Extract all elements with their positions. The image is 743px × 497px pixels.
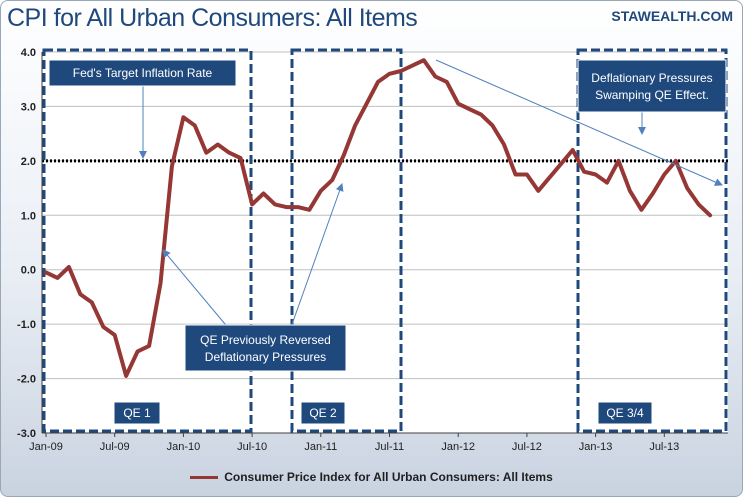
qe-period-label: QE 1: [123, 406, 151, 420]
qe-period-label-bg: [300, 401, 346, 425]
x-tick-label: Jan-09: [29, 441, 63, 453]
annotation-box: [184, 324, 347, 372]
qe-period-box: [576, 48, 728, 433]
y-tick-label: -3.0: [17, 428, 36, 440]
annotation-text: QE Previously Reversed: [200, 333, 331, 347]
qe-period-label-bg: [597, 401, 653, 425]
y-tick-label: 2.0: [21, 156, 36, 168]
y-tick-label: 0.0: [21, 265, 36, 277]
qe-period-label-bg: [113, 401, 161, 425]
x-tick-label: Jul-10: [237, 441, 267, 453]
x-tick-label: Jul-11: [375, 441, 404, 453]
x-tick-label: Jul-09: [100, 441, 130, 453]
qe-period-box: [42, 48, 253, 433]
legend-label: Consumer Price Index for All Urban Consu…: [224, 470, 553, 484]
qe-period-box: [290, 48, 403, 433]
annotation-text: Deflationary Pressures: [205, 350, 326, 364]
legend-swatch: [190, 476, 219, 480]
legend: Consumer Price Index for All Urban Consu…: [0, 470, 743, 484]
annotation-text: Deflationary Pressures: [591, 71, 712, 85]
y-tick-label: 4.0: [21, 47, 36, 59]
annotation-arrow: [162, 249, 231, 331]
annotation-text: Swamping QE Effect.: [595, 88, 709, 102]
qe-period-boxes: QE 1 QE 2 QE 3/4: [42, 48, 728, 433]
qe-period-label: QE 2: [309, 406, 337, 420]
annotation-text: Fed's Target Inflation Rate: [73, 66, 213, 80]
chart-title: CPI for All Urban Consumers: All Items: [7, 4, 418, 32]
y-tick-label: -1.0: [17, 319, 36, 331]
annotation-arrows: [139, 59, 723, 331]
qe-period-label: QE 3/4: [606, 406, 644, 420]
y-tick-label: -2.0: [17, 374, 36, 386]
annotation-boxes: Fed's Target Inflation Rate QE Previously…: [48, 59, 727, 372]
annotation-box: [577, 59, 727, 113]
x-tick-label: Jan-10: [167, 441, 201, 453]
series-line-cpi: [44, 58, 713, 378]
annotation-arrow: [435, 59, 723, 186]
brand-watermark: STAWEALTH.COM: [611, 8, 733, 24]
x-tick-label: Jan-12: [441, 441, 475, 453]
annotation-arrow: [289, 183, 344, 331]
x-tick-label: Jan-13: [579, 441, 613, 453]
y-tick-label: 3.0: [21, 101, 36, 113]
cpi-line-chart: 4.0 3.0 2.0 1.0 0.0 -1.0 -2.0 -3.0 Jan-09 Jul-09…: [17, 47, 728, 453]
y-axis-ticks: 4.0 3.0 2.0 1.0 0.0 -1.0 -2.0 -3.0: [17, 47, 36, 440]
x-axis-ticks: Jan-09 Jul-09 Jan-10 Jul-10 Jan-11 Jul-11 Jan-…: [29, 433, 679, 453]
plot-area: [42, 52, 728, 433]
x-tick-label: Jan-11: [304, 441, 337, 453]
y-tick-label: 1.0: [21, 210, 36, 222]
x-tick-label: Jul-12: [512, 441, 542, 453]
annotation-box: [48, 59, 237, 87]
x-tick-label: Jul-13: [649, 441, 679, 453]
